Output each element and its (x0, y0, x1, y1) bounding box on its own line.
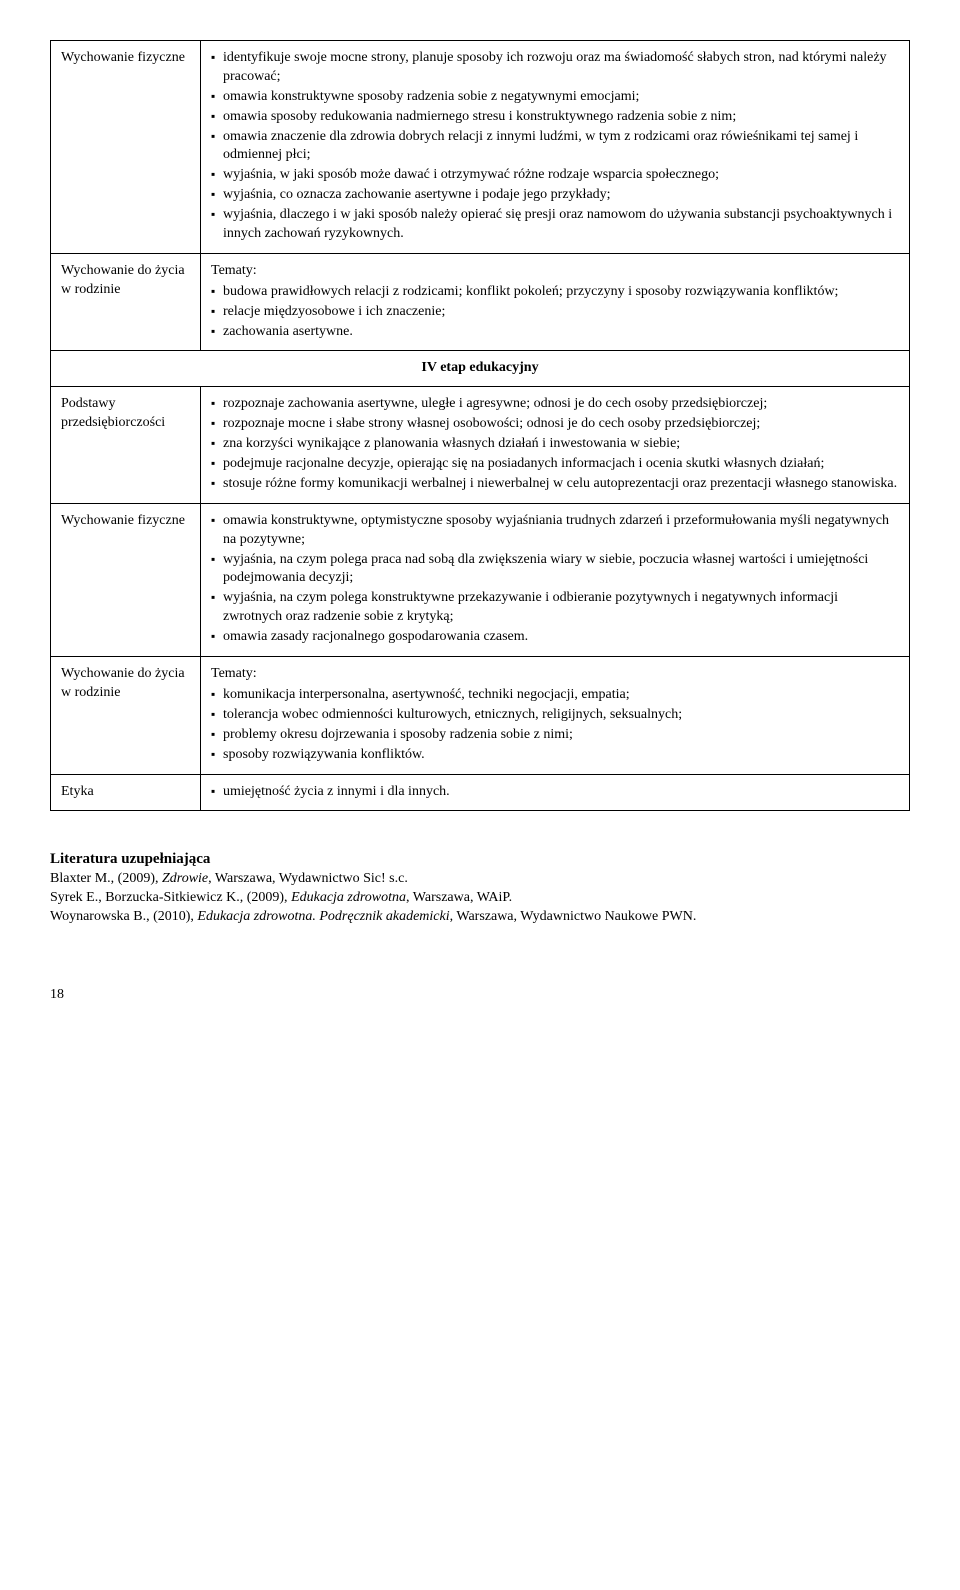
list-item: rozpoznaje mocne i słabe strony własnej … (211, 415, 899, 434)
literature-entry: Blaxter M., (2009), Zdrowie, Warszawa, W… (50, 870, 910, 889)
table-row: Wychowanie do życia w rodzinie Tematy: k… (51, 657, 910, 774)
list-item: komunikacja interpersonalna, asertywność… (211, 686, 899, 705)
lit-post: , Warszawa, WAiP. (406, 890, 512, 905)
lit-title: Zdrowie (162, 871, 208, 886)
list-item: identyfikuje swoje mocne strony, planuje… (211, 49, 899, 87)
content-cell: identyfikuje swoje mocne strony, planuje… (201, 41, 910, 254)
list-item: stosuje różne formy komunikacji werbalne… (211, 475, 899, 494)
list-item: omawia zasady racjonalnego gospodarowani… (211, 628, 899, 647)
content-cell: Tematy: komunikacja interpersonalna, ase… (201, 657, 910, 774)
lit-title: Edukacja zdrowotna. Podręcznik akademick… (197, 909, 449, 924)
content-cell: omawia konstruktywne, optymistyczne spos… (201, 503, 910, 656)
list-item: wyjaśnia, co oznacza zachowanie asertywn… (211, 186, 899, 205)
lit-pre: Syrek E., Borzucka-Sitkiewicz K., (2009)… (50, 890, 291, 905)
literature-heading: Literatura uzupełniająca (50, 851, 910, 868)
bullet-list: identyfikuje swoje mocne strony, planuje… (211, 49, 899, 244)
curriculum-table: Wychowanie fizyczne identyfikuje swoje m… (50, 40, 910, 811)
list-item: zachowania asertywne. (211, 323, 899, 342)
list-item: omawia konstruktywne, optymistyczne spos… (211, 512, 899, 550)
subject-cell: Wychowanie do życia w rodzinie (51, 253, 201, 351)
content-cell: Tematy: budowa prawidłowych relacji z ro… (201, 253, 910, 351)
lit-pre: Blaxter M., (2009), (50, 871, 162, 886)
bullet-list: umiejętność życia z innymi i dla innych. (211, 783, 899, 802)
list-item: omawia znaczenie dla zdrowia dobrych rel… (211, 128, 899, 166)
literature-entry: Syrek E., Borzucka-Sitkiewicz K., (2009)… (50, 889, 910, 908)
list-item: rozpoznaje zachowania asertywne, uległe … (211, 395, 899, 414)
list-item: umiejętność życia z innymi i dla innych. (211, 783, 899, 802)
literature-entry: Woynarowska B., (2010), Edukacja zdrowot… (50, 908, 910, 927)
lit-pre: Woynarowska B., (2010), (50, 909, 197, 924)
bullet-list: budowa prawidłowych relacji z rodzicami;… (211, 283, 899, 342)
bullet-list: rozpoznaje zachowania asertywne, uległe … (211, 395, 899, 493)
list-item: wyjaśnia, w jaki sposób może dawać i otr… (211, 166, 899, 185)
table-row: Wychowanie fizyczne identyfikuje swoje m… (51, 41, 910, 254)
stage-header: IV etap edukacyjny (51, 351, 910, 387)
content-cell: umiejętność życia z innymi i dla innych. (201, 774, 910, 811)
table-row: Etyka umiejętność życia z innymi i dla i… (51, 774, 910, 811)
list-item: omawia sposoby redukowania nadmiernego s… (211, 108, 899, 127)
tematy-label: Tematy: (211, 665, 899, 684)
list-item: budowa prawidłowych relacji z rodzicami;… (211, 283, 899, 302)
list-item: zna korzyści wynikające z planowania wła… (211, 435, 899, 454)
bullet-list: komunikacja interpersonalna, asertywność… (211, 686, 899, 765)
subject-cell: Etyka (51, 774, 201, 811)
lit-post: , Warszawa, Wydawnictwo Naukowe PWN. (450, 909, 697, 924)
tematy-label: Tematy: (211, 262, 899, 281)
list-item: wyjaśnia, na czym polega praca nad sobą … (211, 551, 899, 589)
subject-cell: Wychowanie fizyczne (51, 41, 201, 254)
list-item: sposoby rozwiązywania konfliktów. (211, 746, 899, 765)
table-row: Wychowanie do życia w rodzinie Tematy: b… (51, 253, 910, 351)
lit-title: Edukacja zdrowotna (291, 890, 406, 905)
subject-cell: Wychowanie fizyczne (51, 503, 201, 656)
subject-cell: Podstawy przedsiębiorczości (51, 387, 201, 503)
list-item: problemy okresu dojrzewania i sposoby ra… (211, 726, 899, 745)
list-item: relacje międzyosobowe i ich znaczenie; (211, 303, 899, 322)
list-item: wyjaśnia, dlaczego i w jaki sposób należ… (211, 206, 899, 244)
bullet-list: omawia konstruktywne, optymistyczne spos… (211, 512, 899, 647)
subject-cell: Wychowanie do życia w rodzinie (51, 657, 201, 774)
list-item: wyjaśnia, na czym polega konstruktywne p… (211, 589, 899, 627)
list-item: tolerancja wobec odmienności kulturowych… (211, 706, 899, 725)
stage-header-row: IV etap edukacyjny (51, 351, 910, 387)
list-item: podejmuje racjonalne decyzje, opierając … (211, 455, 899, 474)
list-item: omawia konstruktywne sposoby radzenia so… (211, 88, 899, 107)
content-cell: rozpoznaje zachowania asertywne, uległe … (201, 387, 910, 503)
lit-post: , Warszawa, Wydawnictwo Sic! s.c. (208, 871, 408, 886)
table-row: Wychowanie fizyczne omawia konstruktywne… (51, 503, 910, 656)
page-number: 18 (50, 987, 910, 1003)
table-row: Podstawy przedsiębiorczości rozpoznaje z… (51, 387, 910, 503)
